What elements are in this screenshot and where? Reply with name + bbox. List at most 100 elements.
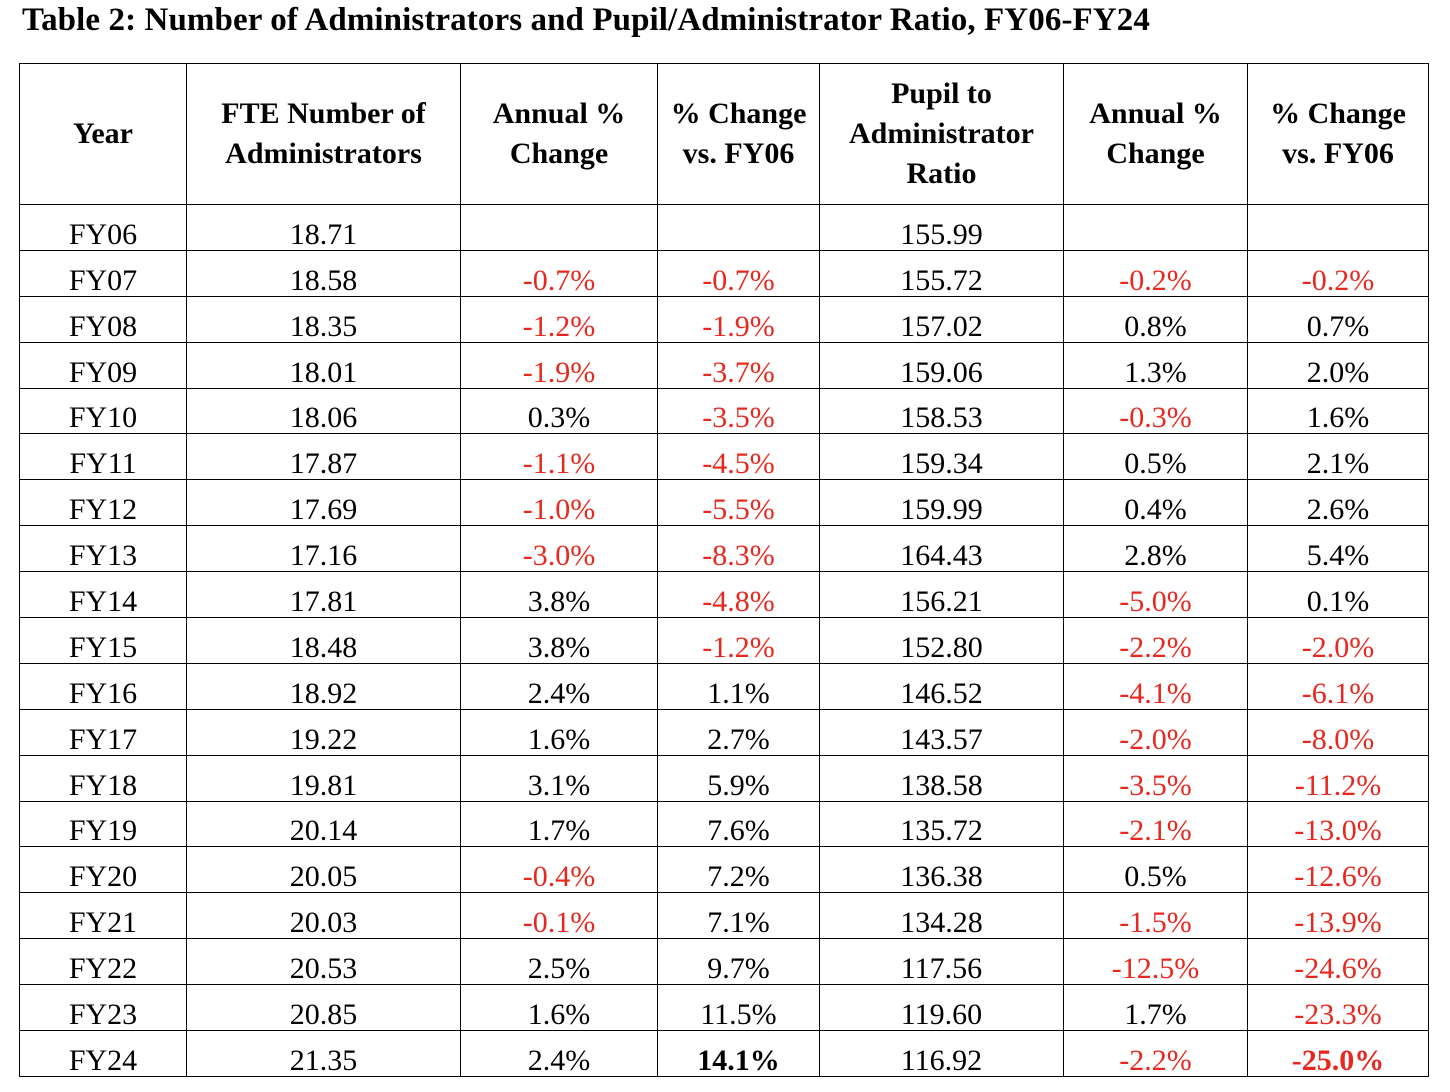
table-row: FY08 18.35 -1.2% -1.9% 157.02 0.8% 0.7% [19,295,1429,343]
cell-year: FY09 [19,341,187,389]
cell-pupil-admin-ratio: 138.58 [819,754,1064,802]
cell-year: FY16 [19,662,187,710]
cell-fte-administrators: 17.87 [186,433,461,481]
table-row: FY07 18.58 -0.7% -0.7% 155.72 -0.2% -0.2% [19,249,1429,297]
cell-ratio-annual-change: 0.5% [1063,846,1248,894]
table-row: FY18 19.81 3.1% 5.9% 138.58 -3.5% -11.2% [19,754,1429,802]
cell-fte-administrators: 18.92 [186,662,461,710]
cell-ratio-change-vs-fy06: 0.7% [1247,295,1429,343]
cell-fte-administrators: 18.06 [186,387,461,435]
cell-ratio-annual-change: 0.5% [1063,433,1248,481]
cell-fte-administrators: 20.03 [186,892,461,940]
cell-year: FY24 [19,1030,187,1077]
cell-admin-change-vs-fy06: 1.1% [657,662,820,710]
cell-ratio-change-vs-fy06: -25.0% [1247,1030,1429,1077]
cell-ratio-annual-change: -2.0% [1063,708,1248,756]
cell-admin-annual-change: -0.4% [460,846,658,894]
header-ratio-annual-change: Annual % Change [1063,63,1248,205]
cell-admin-annual-change: -1.0% [460,479,658,527]
header-label: Annual % Change [492,97,626,170]
cell-ratio-annual-change: -0.3% [1063,387,1248,435]
cell-year: FY07 [19,249,187,297]
cell-year: FY17 [19,708,187,756]
cell-ratio-change-vs-fy06 [1247,204,1429,251]
header-pupil-admin-ratio: Pupil to Administrator Ratio [819,63,1064,205]
cell-pupil-admin-ratio: 146.52 [819,662,1064,710]
table-row: FY16 18.92 2.4% 1.1% 146.52 -4.1% -6.1% [19,662,1429,710]
table-row: FY13 17.16 -3.0% -8.3% 164.43 2.8% 5.4% [19,525,1429,573]
cell-admin-annual-change: -0.7% [460,249,658,297]
cell-admin-annual-change: -3.0% [460,525,658,573]
header-row: Year FTE Number of Administrators Annual… [19,63,1429,205]
cell-ratio-annual-change: 1.7% [1063,984,1248,1032]
cell-admin-change-vs-fy06: -4.8% [657,571,820,619]
cell-admin-change-vs-fy06: 9.7% [657,938,820,986]
cell-pupil-admin-ratio: 143.57 [819,708,1064,756]
cell-fte-administrators: 19.81 [186,754,461,802]
cell-admin-change-vs-fy06: -3.7% [657,341,820,389]
table-row: FY12 17.69 -1.0% -5.5% 159.99 0.4% 2.6% [19,479,1429,527]
cell-pupil-admin-ratio: 155.72 [819,249,1064,297]
table-row: FY19 20.14 1.7% 7.6% 135.72 -2.1% -13.0% [19,800,1429,848]
cell-ratio-annual-change [1063,204,1248,251]
cell-ratio-annual-change: -0.2% [1063,249,1248,297]
cell-ratio-change-vs-fy06: 5.4% [1247,525,1429,573]
cell-fte-administrators: 20.05 [186,846,461,894]
cell-admin-change-vs-fy06: -5.5% [657,479,820,527]
cell-admin-change-vs-fy06: -8.3% [657,525,820,573]
cell-admin-change-vs-fy06: 5.9% [657,754,820,802]
table-row: FY14 17.81 3.8% -4.8% 156.21 -5.0% 0.1% [19,571,1429,619]
cell-fte-administrators: 20.53 [186,938,461,986]
table-row: FY09 18.01 -1.9% -3.7% 159.06 1.3% 2.0% [19,341,1429,389]
cell-fte-administrators: 21.35 [186,1030,461,1077]
table-row: FY23 20.85 1.6% 11.5% 119.60 1.7% -23.3% [19,984,1429,1032]
header-label: Year [73,117,133,150]
cell-admin-change-vs-fy06: -1.9% [657,295,820,343]
header-fte-administrators: FTE Number of Administrators [186,63,461,205]
cell-fte-administrators: 18.48 [186,617,461,664]
cell-pupil-admin-ratio: 116.92 [819,1030,1064,1077]
cell-fte-administrators: 18.01 [186,341,461,389]
cell-admin-change-vs-fy06: -3.5% [657,387,820,435]
header-admin-annual-change: Annual % Change [460,63,658,205]
cell-ratio-change-vs-fy06: -0.2% [1247,249,1429,297]
header-label: % Change vs. FY06 [670,97,807,170]
table-row: FY20 20.05 -0.4% 7.2% 136.38 0.5% -12.6% [19,846,1429,894]
cell-ratio-annual-change: -4.1% [1063,662,1248,710]
cell-fte-administrators: 17.16 [186,525,461,573]
cell-ratio-change-vs-fy06: 0.1% [1247,571,1429,619]
header-ratio-change-vs-fy06: % Change vs. FY06 [1247,63,1429,205]
cell-ratio-annual-change: 0.4% [1063,479,1248,527]
cell-ratio-annual-change: 0.8% [1063,295,1248,343]
cell-admin-change-vs-fy06: 14.1% [657,1030,820,1077]
header-label: Annual % Change [1089,97,1222,170]
cell-admin-annual-change: 3.1% [460,754,658,802]
cell-ratio-change-vs-fy06: 2.1% [1247,433,1429,481]
cell-admin-annual-change: 3.8% [460,571,658,619]
cell-year: FY18 [19,754,187,802]
cell-pupil-admin-ratio: 164.43 [819,525,1064,573]
cell-fte-administrators: 18.35 [186,295,461,343]
cell-year: FY22 [19,938,187,986]
cell-year: FY19 [19,800,187,848]
cell-admin-annual-change: 3.8% [460,617,658,664]
cell-ratio-change-vs-fy06: -13.9% [1247,892,1429,940]
cell-pupil-admin-ratio: 159.34 [819,433,1064,481]
cell-fte-administrators: 18.58 [186,249,461,297]
header-label: % Change vs. FY06 [1270,97,1406,170]
cell-admin-annual-change: -1.2% [460,295,658,343]
cell-pupil-admin-ratio: 134.28 [819,892,1064,940]
cell-ratio-change-vs-fy06: -11.2% [1247,754,1429,802]
cell-ratio-change-vs-fy06: -2.0% [1247,617,1429,664]
table-row: FY24 21.35 2.4% 14.1% 116.92 -2.2% -25.0% [19,1030,1429,1077]
table-row: FY17 19.22 1.6% 2.7% 143.57 -2.0% -8.0% [19,708,1429,756]
header-admin-change-vs-fy06: % Change vs. FY06 [657,63,820,205]
cell-year: FY10 [19,387,187,435]
cell-ratio-change-vs-fy06: 1.6% [1247,387,1429,435]
administrators-table: Year FTE Number of Administrators Annual… [19,63,1429,1077]
cell-admin-change-vs-fy06: 7.2% [657,846,820,894]
cell-pupil-admin-ratio: 135.72 [819,800,1064,848]
cell-admin-change-vs-fy06: 11.5% [657,984,820,1032]
cell-year: FY12 [19,479,187,527]
table-row: FY15 18.48 3.8% -1.2% 152.80 -2.2% -2.0% [19,617,1429,664]
